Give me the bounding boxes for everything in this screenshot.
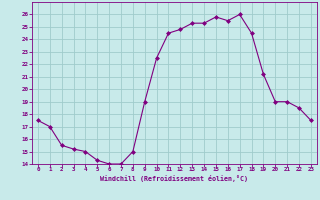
X-axis label: Windchill (Refroidissement éolien,°C): Windchill (Refroidissement éolien,°C) — [100, 175, 248, 182]
